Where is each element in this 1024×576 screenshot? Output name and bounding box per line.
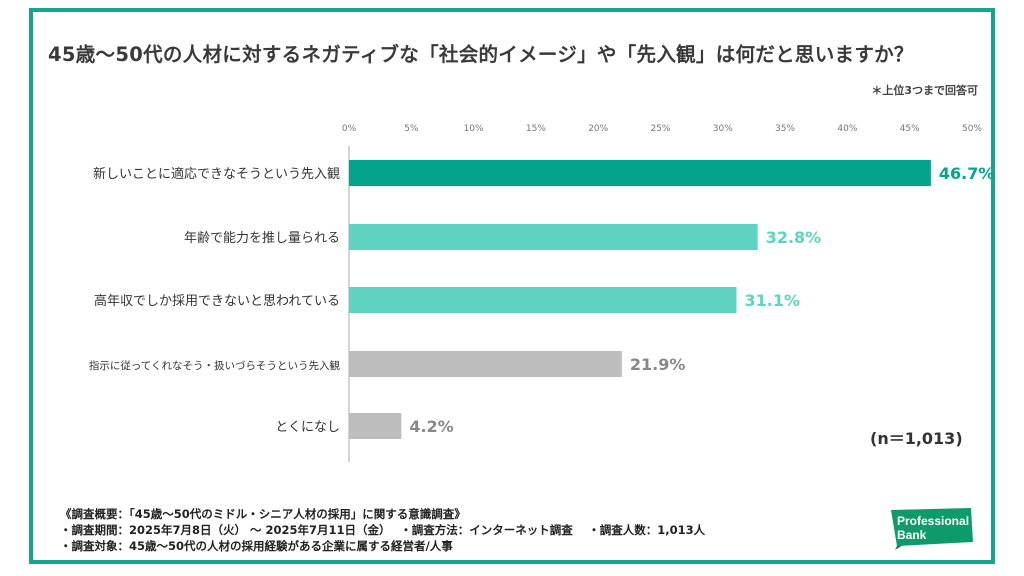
x-tick-label: 30% (713, 124, 733, 134)
x-tick-label: 45% (900, 124, 920, 134)
answer-note: ＊上位3つまで回答可 (871, 84, 978, 97)
bar (349, 224, 758, 250)
value-label: 21.9% (630, 355, 686, 374)
value-label: 46.7% (939, 164, 995, 183)
bar (349, 287, 737, 313)
bar (349, 351, 622, 377)
category-label: とくになし (275, 420, 340, 435)
footer-line-2: ・調査期間：2025年7月8日（火） 〜 2025年7月11日（金） ・調査方法… (60, 523, 706, 537)
x-tick-label: 40% (837, 124, 857, 134)
logo-text-professional: Professional (897, 514, 969, 528)
x-tick-label: 5% (404, 124, 419, 134)
professional-bank-logo: Professional Bank (891, 508, 973, 550)
bar (349, 160, 931, 186)
chart-frame (29, 8, 995, 564)
chart-title: 45歳〜50代の人材に対するネガティブな「社会的イメージ」や「先入観」は何だと思… (48, 43, 914, 66)
footer-line-3: ・調査対象：45歳〜50代の人材の採用経験がある企業に属する経営者/人事 (60, 539, 453, 553)
value-label: 32.8% (766, 228, 822, 247)
value-label: 4.2% (409, 417, 453, 436)
x-tick-label: 0% (342, 124, 357, 134)
x-tick-label: 15% (526, 124, 546, 134)
category-label: 高年収でしか採用できないと思われている (94, 293, 340, 309)
x-tick-label: 25% (650, 124, 670, 134)
footer-line-1: 《調査概要：「45歳〜50代のミドル・シニア人材の採用」に関する意識調査》 (60, 507, 466, 521)
survey-footer: 《調査概要：「45歳〜50代のミドル・シニア人材の採用」に関する意識調査》 ・調… (60, 506, 705, 554)
category-label: 新しいことに適応できなそうという先入観 (93, 166, 340, 182)
value-label: 31.1% (745, 291, 801, 310)
x-tick-label: 35% (775, 124, 795, 134)
category-label: 指示に従ってくれなそう・扱いづらそうという先入観 (89, 359, 341, 372)
x-tick-label: 20% (588, 124, 608, 134)
x-tick-label: 50% (962, 124, 982, 134)
x-tick-label: 10% (464, 124, 484, 134)
sample-size-label: (n＝1,013) (870, 429, 963, 448)
bar (349, 413, 402, 439)
logo-text-bank: Bank (897, 528, 927, 542)
category-label: 年齢で能力を推し量られる (184, 231, 340, 246)
